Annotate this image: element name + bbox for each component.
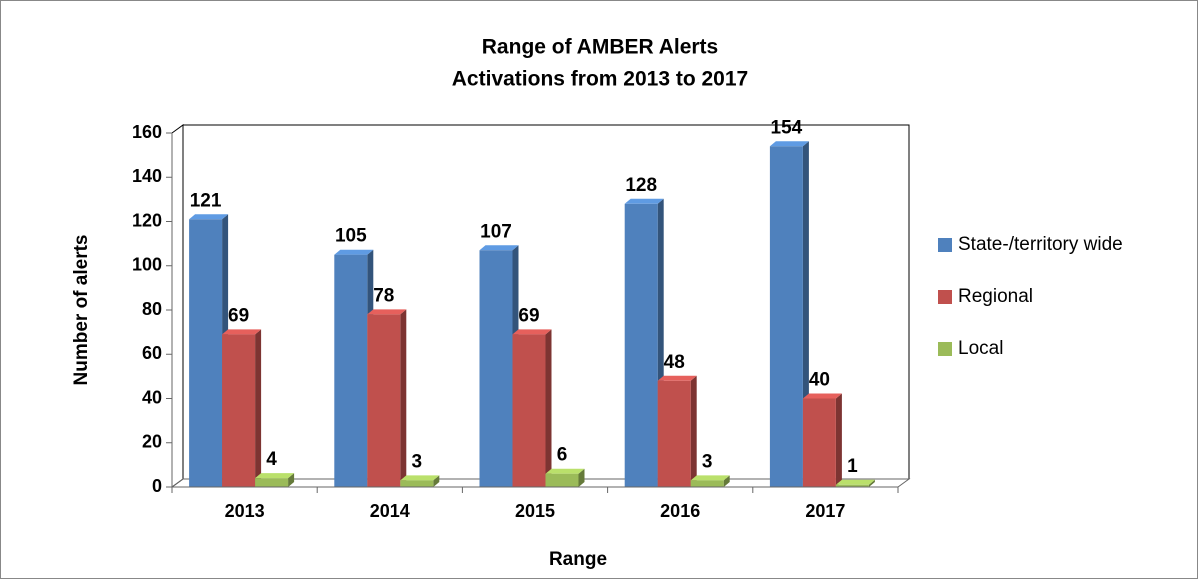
data-label: 128: [625, 175, 657, 196]
bar-side: [400, 309, 407, 487]
bar: [255, 478, 289, 487]
chart-title: Activations from 2013 to 2017: [452, 68, 748, 91]
bar: [512, 334, 546, 487]
bar-side: [255, 329, 262, 487]
data-label: 154: [771, 117, 803, 138]
bar-top: [400, 475, 440, 481]
bar-top: [802, 393, 842, 399]
legend-label: Regional: [958, 286, 1033, 307]
x-tick-label: 2014: [370, 501, 410, 521]
y-tick-label: 60: [142, 343, 162, 363]
x-tick-label: 2013: [225, 501, 265, 521]
data-label: 78: [373, 285, 394, 306]
y-tick-label: 160: [132, 122, 162, 142]
bar-top: [334, 249, 374, 255]
y-tick-label: 100: [132, 255, 162, 275]
bar-top: [835, 479, 875, 485]
bar-side: [578, 468, 585, 487]
y-axis-label: Number of alerts: [71, 235, 92, 386]
bar-top: [512, 329, 552, 335]
x-tick-label: 2017: [805, 501, 845, 521]
bar: [835, 484, 869, 487]
bar: [690, 480, 724, 487]
x-axis-label: Range: [549, 549, 607, 570]
bar-top: [222, 329, 262, 335]
bar: [624, 203, 658, 488]
bar-top: [769, 141, 809, 147]
bar-top: [624, 198, 664, 204]
bar: [189, 219, 223, 487]
bar-side: [288, 473, 295, 487]
data-label: 4: [266, 449, 277, 470]
x-tick-label: 2015: [515, 501, 555, 521]
data-label: 3: [702, 451, 713, 472]
bar-top: [479, 245, 519, 251]
data-label: 105: [335, 226, 367, 247]
bar-top: [545, 468, 585, 474]
data-label: 69: [228, 305, 249, 326]
bar-top: [657, 375, 697, 381]
legend-swatch: [938, 290, 952, 304]
bar-top: [690, 475, 730, 481]
y-tick-label: 140: [132, 166, 162, 186]
bar-side: [433, 475, 440, 487]
bar: [334, 254, 368, 487]
y-tick-label: 20: [142, 432, 162, 452]
data-label: 3: [412, 451, 423, 472]
bar: [367, 314, 401, 487]
bar: [222, 334, 256, 487]
data-label: 40: [809, 370, 830, 391]
data-label: 69: [518, 305, 539, 326]
data-label: 6: [557, 445, 568, 466]
data-label: 48: [664, 352, 685, 373]
legend-label: State-/territory wide: [958, 234, 1123, 255]
bar-side: [690, 375, 697, 487]
bar: [769, 146, 803, 487]
data-label: 1: [847, 456, 858, 477]
bar-top: [255, 473, 295, 479]
data-label: 107: [480, 221, 512, 242]
bar-side: [545, 329, 552, 487]
data-label: 121: [190, 190, 222, 211]
bar-top: [367, 309, 407, 315]
y-tick-label: 40: [142, 387, 162, 407]
bar: [657, 380, 691, 487]
x-tick-label: 2016: [660, 501, 700, 521]
bar-side: [723, 475, 730, 487]
legend-label: Local: [958, 338, 1003, 359]
bar-side: [868, 479, 875, 487]
legend-swatch: [938, 238, 952, 252]
y-tick-label: 0: [152, 476, 162, 496]
bar: [479, 250, 513, 487]
bar: [545, 473, 579, 487]
bar-side: [835, 393, 842, 487]
chart-title: Range of AMBER Alerts: [482, 36, 718, 59]
y-tick-label: 80: [142, 299, 162, 319]
y-tick-label: 120: [132, 210, 162, 230]
bar: [400, 480, 434, 487]
bar: [802, 398, 836, 487]
legend-swatch: [938, 342, 952, 356]
bar-top: [189, 214, 229, 220]
